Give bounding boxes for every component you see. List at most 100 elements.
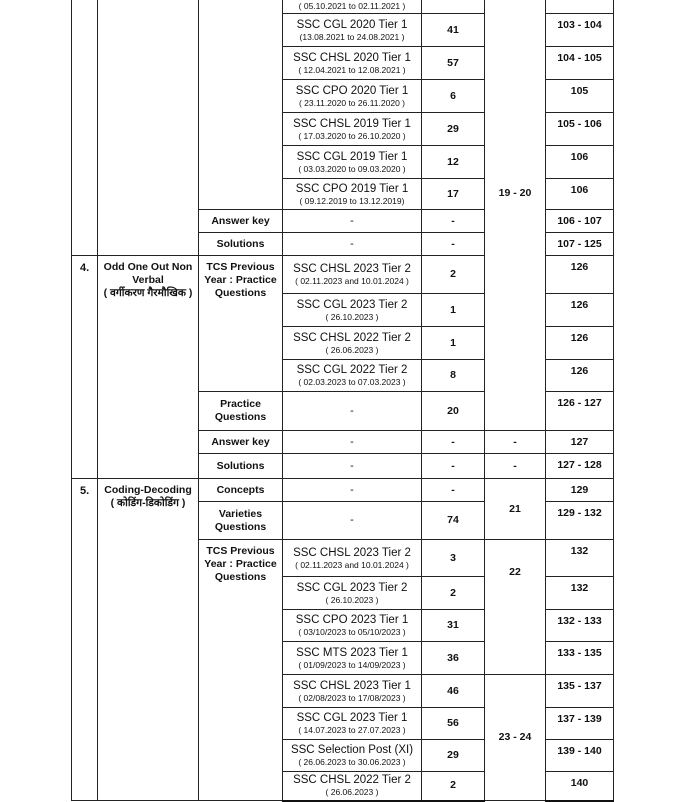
exam-date: ( 23.11.2020 to 26.11.2020 )	[298, 97, 406, 108]
days-cell: 22	[484, 539, 546, 675]
tcs-label: TCS Previous Year : Practice Questions	[198, 255, 283, 392]
questions-cell: -	[421, 453, 485, 479]
exam-cell: SSC CGL 2023 Tier 1( 14.07.2023 to 27.07…	[282, 707, 422, 740]
exam-cell: -	[282, 209, 422, 233]
solutions-label: Solutions	[198, 232, 283, 256]
exam-name: SSC CGL 2023 Tier 2	[296, 581, 408, 594]
days-cell: -	[484, 430, 546, 454]
exam-name: SSC MTS 2023 Tier 1	[296, 646, 408, 659]
pages-cell: 132 - 133	[545, 609, 614, 642]
pages-cell: 126	[545, 293, 614, 327]
exam-cell: SSC CPO 2023 Tier 1( 03/10/2023 to 05/10…	[282, 609, 422, 642]
exam-name: SSC CPO 2020 Tier 1	[295, 84, 409, 97]
answer-key-label: Answer key	[198, 430, 283, 454]
questions-cell: 1	[421, 326, 485, 360]
questions-cell: 2	[421, 771, 485, 802]
days-cell: 21	[484, 478, 546, 540]
pages-cell: 129 - 132	[545, 501, 614, 540]
table-row: Practice Questions - 20 126 - 127	[72, 391, 614, 431]
table-row: Varieties Questions - 74 129 - 132	[72, 501, 614, 540]
pages-cell: 105 - 106	[545, 112, 614, 146]
pages-cell: 139 - 140	[545, 739, 614, 772]
exam-name: SSC CHSL 2022 Tier 2	[293, 331, 411, 344]
exam-date: ( 26.06.2023 )	[325, 344, 379, 355]
exam-cell: -	[282, 391, 422, 431]
pages-cell: 103 - 104	[545, 13, 614, 47]
pages-cell: 106 - 107	[545, 209, 614, 233]
topic-hindi: ( कोडिंग-डिकोडिंग )	[110, 497, 186, 509]
pages-cell: 104 - 105	[545, 46, 614, 80]
exam-date: ( 02/08/2023 to 17/08/2023 )	[298, 692, 406, 703]
topic-cell: Odd One Out Non Verbal( वर्गीकरण गैरमौखि…	[97, 255, 199, 479]
exam-cell: SSC CHSL 2023 Tier 2( 02.11.2023 and 10.…	[282, 539, 422, 577]
topic-title: Coding-Decoding	[104, 484, 192, 496]
topic-title: Odd One Out Non Verbal	[103, 261, 193, 286]
concepts-label: Concepts	[198, 478, 283, 502]
table-row: SSC CGL 2019 Tier 1( 03.03.2020 to 09.03…	[72, 145, 614, 179]
exam-date: ( 26.06.2023 )	[325, 787, 379, 798]
table-row: SSC CGL 2023 Tier 2( 26.10.2023 ) 1 126	[72, 293, 614, 327]
questions-cell: 3	[421, 539, 485, 577]
questions-cell: 29	[421, 112, 485, 146]
exam-name: SSC CHSL 2023 Tier 2	[293, 546, 411, 559]
exam-cell: -	[282, 430, 422, 454]
exam-date: ( 26.06.2023 to 30.06.2023 )	[298, 757, 406, 767]
topic-cell: Coding-Decoding( कोडिंग-डिकोडिंग )	[97, 478, 199, 801]
table-row: SSC CGL 2020 Tier 1 (13.08.2021 to 24.08.…	[72, 13, 614, 47]
pages-cell: 106	[545, 145, 614, 179]
exam-date: ( 05.10.2021 to 02.11.2021 )	[298, 0, 406, 11]
exam-name: SSC CHSL 2022 Tier 2	[293, 774, 411, 787]
exam-cell: SSC CPO 2019 Tier 1( 09.12.2019 to 13.12…	[282, 178, 422, 210]
questions-cell: -	[421, 209, 485, 233]
exam-cell: SSC CHSL 2023 Tier 2( 02.11.2023 and 10.…	[282, 255, 422, 294]
pages-cell: 126	[545, 255, 614, 294]
tcs-label: TCS Previous Year : Practice Questions	[198, 539, 283, 801]
questions-cell: 17	[421, 178, 485, 210]
practice-label: Practice Questions	[198, 391, 283, 431]
questions-cell	[421, 0, 485, 14]
exam-cell: SSC CGL 2023 Tier 2( 26.10.2023 )	[282, 293, 422, 327]
exam-name: SSC CGL 2023 Tier 1	[296, 712, 408, 724]
pages-cell: 105	[545, 79, 614, 113]
pages-cell	[545, 0, 614, 14]
exam-cell: SSC CHSL 2023 Tier 1( 02/08/2023 to 17/0…	[282, 674, 422, 708]
table-row: ( 05.10.2021 to 02.11.2021 ) 19 - 20	[71, 0, 614, 431]
questions-cell: 41	[421, 13, 485, 47]
questions-cell: 74	[421, 501, 485, 540]
exam-cell: SSC CGL 2023 Tier 2( 26.10.2023 )	[282, 576, 422, 610]
exam-date: ( 14.07.2023 to 27.07.2023 )	[298, 725, 406, 735]
subtopic-cell	[198, 0, 283, 210]
table-row: SSC CGL 2022 Tier 2( 02.03.2023 to 07.03…	[72, 359, 614, 392]
pages-cell: 133 - 135	[545, 641, 614, 675]
pages-cell: 132	[545, 576, 614, 610]
exam-date: ( 03.03.2020 to 09.03.2020 )	[298, 163, 406, 174]
questions-cell: -	[421, 478, 485, 502]
exam-cell: SSC MTS 2023 Tier 1( 01/09/2023 to 14/09…	[282, 641, 422, 675]
exam-name: SSC CGL 2022 Tier 2	[296, 364, 408, 376]
pages-cell: 132	[545, 539, 614, 577]
table-row: SSC Selection Post (XI)( 26.06.2023 to 3…	[72, 739, 614, 772]
exam-cell: ( 05.10.2021 to 02.11.2021 )	[282, 0, 422, 14]
table-row: Answer key - - 106 - 107	[72, 209, 614, 233]
serial-cell: 5.	[71, 478, 98, 801]
exam-date: ( 02.11.2023 and 10.01.2024 )	[295, 559, 409, 570]
topic-cell	[97, 0, 199, 256]
exam-cell: -	[282, 501, 422, 540]
table-row: SSC CPO 2020 Tier 1( 23.11.2020 to 26.11…	[72, 79, 614, 113]
exam-date: ( 01/09/2023 to 14/09/2023 )	[298, 659, 406, 670]
days-cell: 23 - 24	[484, 674, 546, 801]
solutions-label: Solutions	[198, 453, 283, 479]
exam-cell: -	[282, 232, 422, 256]
serial-cell	[71, 0, 98, 256]
questions-cell: 46	[421, 674, 485, 708]
pages-cell: 107 - 125	[545, 232, 614, 256]
questions-cell: 1	[421, 293, 485, 327]
exam-cell: SSC CGL 2019 Tier 1( 03.03.2020 to 09.03…	[282, 145, 422, 179]
table-row: SSC CHSL 2022 Tier 2( 26.06.2023 ) 1 126	[72, 326, 614, 360]
table-row: Solutions - - - 127 - 128	[72, 453, 614, 479]
exam-name: SSC CGL 2020 Tier 1	[296, 18, 408, 31]
exam-cell: SSC CHSL 2022 Tier 2( 26.06.2023 )	[282, 771, 422, 802]
exam-date: ( 02.11.2023 and 10.01.2024 )	[295, 276, 409, 286]
questions-cell: 20	[421, 391, 485, 431]
exam-cell: SSC CHSL 2019 Tier 1( 17.03.2020 to 26.1…	[282, 112, 422, 146]
